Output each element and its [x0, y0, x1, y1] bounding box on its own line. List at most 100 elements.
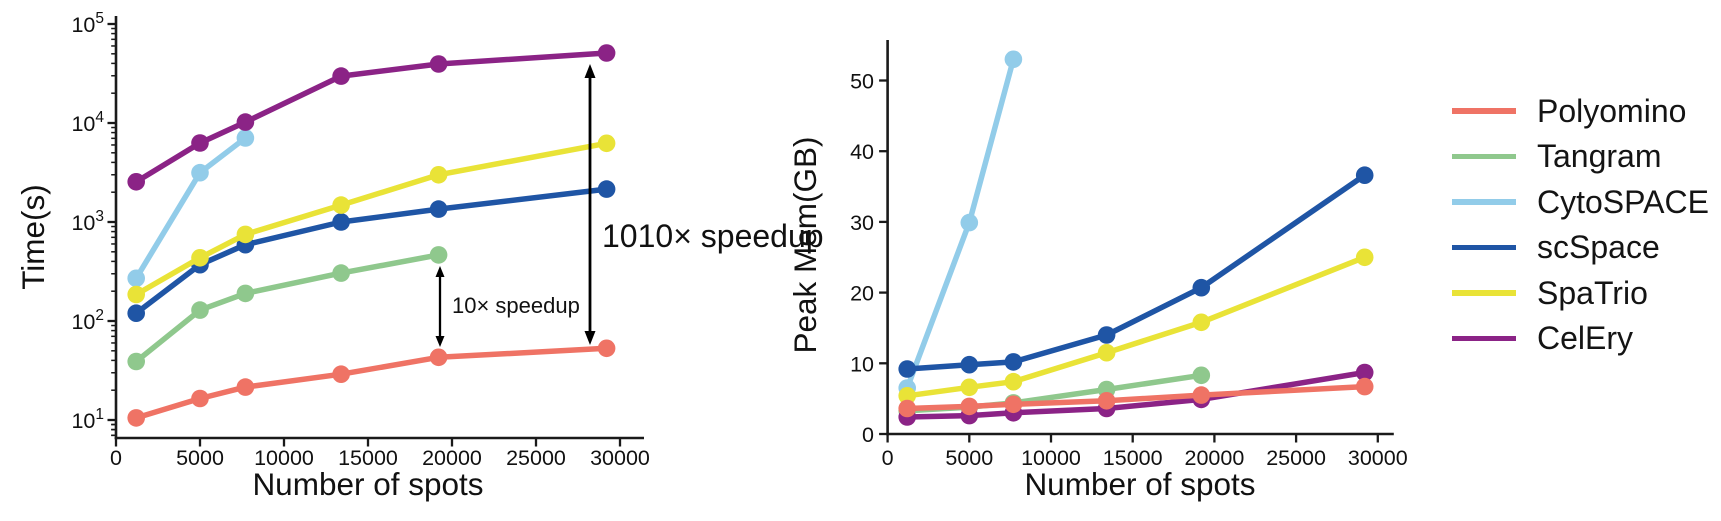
data-point-CelEry	[429, 55, 448, 73]
legend-swatch-Polyomino	[1452, 108, 1516, 114]
x-tick-label: 25000	[506, 446, 566, 470]
memory-chart: 0 5000 10000 15000 20000 25000 30000 0 10 20 30 40 5…	[787, 40, 1408, 502]
data-point-CytoSPACE	[236, 129, 255, 147]
time-chart: 0 5000 10000 15000 20000 25000 30000 101 102 103 1…	[15, 10, 824, 502]
series-scSpace	[898, 166, 1374, 378]
legend-swatch-scSpace	[1452, 244, 1516, 250]
data-point-Polyomino	[1355, 377, 1374, 396]
data-point-SpaTrio	[1192, 313, 1211, 332]
speedup-label-big: 1010× speedup	[602, 218, 824, 254]
data-point-Tangram	[332, 264, 350, 282]
series-line-CytoSPACE	[133, 135, 249, 282]
x-tick-label: 10000	[254, 446, 314, 470]
speedup-arrow-small-head-down	[435, 336, 445, 347]
data-point-Polyomino	[236, 378, 255, 396]
data-point-scSpace	[597, 180, 616, 198]
data-point-Polyomino	[597, 339, 616, 358]
x-tick-label: 5000	[176, 446, 224, 470]
legend-item-Polyomino: Polyomino	[1452, 88, 1709, 134]
series-CytoSPACE	[898, 50, 1023, 397]
y-tick-label: 101	[71, 406, 104, 433]
speedup-arrow-small-head-up	[435, 266, 445, 277]
legend-item-CytoSPACE: CytoSPACE	[1452, 179, 1709, 225]
y-axis-title: Peak Mem(GB)	[787, 136, 823, 353]
x-tick-label: 15000	[1103, 446, 1163, 470]
data-point-Polyomino	[1097, 392, 1116, 410]
series-CytoSPACE	[127, 129, 255, 288]
data-point-Polyomino	[1192, 386, 1211, 404]
legend-item-SpaTrio: SpaTrio	[1452, 270, 1709, 316]
legend-label: CelEry	[1537, 320, 1634, 357]
data-point-Polyomino	[191, 389, 209, 408]
legend-item-scSpace: scSpace	[1452, 225, 1709, 271]
x-axis-title: Number of spots	[252, 466, 483, 502]
x-tick-label: 20000	[422, 446, 482, 470]
speedup-arrow-big-head-down	[584, 331, 596, 345]
legend-swatch-CelEry	[1452, 335, 1516, 341]
series-Polyomino	[127, 339, 616, 427]
data-point-SpaTrio	[332, 196, 350, 214]
series-line-scSpace	[904, 172, 1368, 372]
data-point-scSpace	[1097, 326, 1116, 344]
data-point-CelEry	[597, 44, 616, 62]
data-point-CelEry	[236, 113, 255, 131]
series-line-CelEry	[133, 50, 610, 185]
data-point-CytoSPACE	[127, 269, 145, 288]
data-point-Polyomino	[960, 397, 979, 416]
data-point-scSpace	[960, 355, 979, 374]
data-point-scSpace	[1004, 353, 1023, 371]
legend-item-Tangram: Tangram	[1452, 134, 1709, 180]
data-point-SpaTrio	[898, 387, 916, 405]
legend-label: scSpace	[1537, 229, 1660, 266]
x-tick-label: 30000	[590, 446, 650, 470]
data-point-SpaTrio	[191, 248, 209, 267]
data-point-SpaTrio	[429, 166, 448, 184]
series-line-Polyomino	[133, 345, 610, 421]
data-point-Polyomino	[429, 348, 448, 367]
legend-swatch-CytoSPACE	[1452, 199, 1516, 205]
series-line-SpaTrio	[904, 254, 1368, 399]
series-line-CytoSPACE	[904, 56, 1017, 391]
y-tick-label: 40	[850, 140, 874, 164]
legend: Polyomino Tangram CytoSPACE scSpace SpaTrio C…	[1452, 88, 1709, 361]
data-point-SpaTrio	[236, 225, 255, 244]
data-point-CelEry	[332, 67, 350, 85]
x-tick-label: 0	[110, 446, 122, 470]
y-tick-label: 104	[71, 109, 104, 136]
series-Polyomino	[898, 377, 1374, 418]
y-tick-label: 103	[71, 208, 104, 235]
data-point-CytoSPACE	[1004, 50, 1023, 69]
data-point-Polyomino	[127, 409, 145, 427]
legend-label: Polyomino	[1537, 92, 1687, 129]
y-axis-title: Time(s)	[15, 184, 51, 290]
data-point-Polyomino	[1004, 395, 1023, 414]
data-point-SpaTrio	[960, 378, 979, 397]
y-tick-label: 30	[850, 211, 874, 235]
x-tick-label: 20000	[1185, 446, 1245, 470]
legend-label: CytoSPACE	[1537, 183, 1709, 220]
x-axis-title: Number of spots	[1024, 466, 1255, 502]
data-point-scSpace	[332, 213, 350, 231]
data-point-CelEry	[191, 134, 209, 152]
data-point-CytoSPACE	[960, 213, 979, 232]
series-line-SpaTrio	[133, 140, 610, 298]
y-tick-label: 0	[862, 423, 874, 447]
x-tick-label: 5000	[945, 446, 993, 470]
series-line-Polyomino	[904, 383, 1368, 412]
data-point-Tangram	[236, 284, 255, 303]
series-Tangram	[127, 246, 448, 371]
annotations: 1010× speedup 10× speedup	[435, 64, 824, 347]
x-tick-label: 0	[882, 446, 894, 470]
speedup-label-small: 10× speedup	[452, 293, 580, 318]
legend-label: Tangram	[1537, 138, 1662, 175]
series-SpaTrio	[127, 134, 616, 304]
data-point-SpaTrio	[127, 285, 145, 304]
x-tick-label: 15000	[338, 446, 398, 470]
data-point-Polyomino	[898, 399, 916, 418]
y-tick-label: 20	[850, 282, 874, 306]
data-point-CelEry	[1355, 363, 1374, 382]
data-point-Polyomino	[332, 365, 350, 384]
series-scSpace	[127, 180, 616, 323]
data-point-SpaTrio	[1355, 248, 1374, 267]
